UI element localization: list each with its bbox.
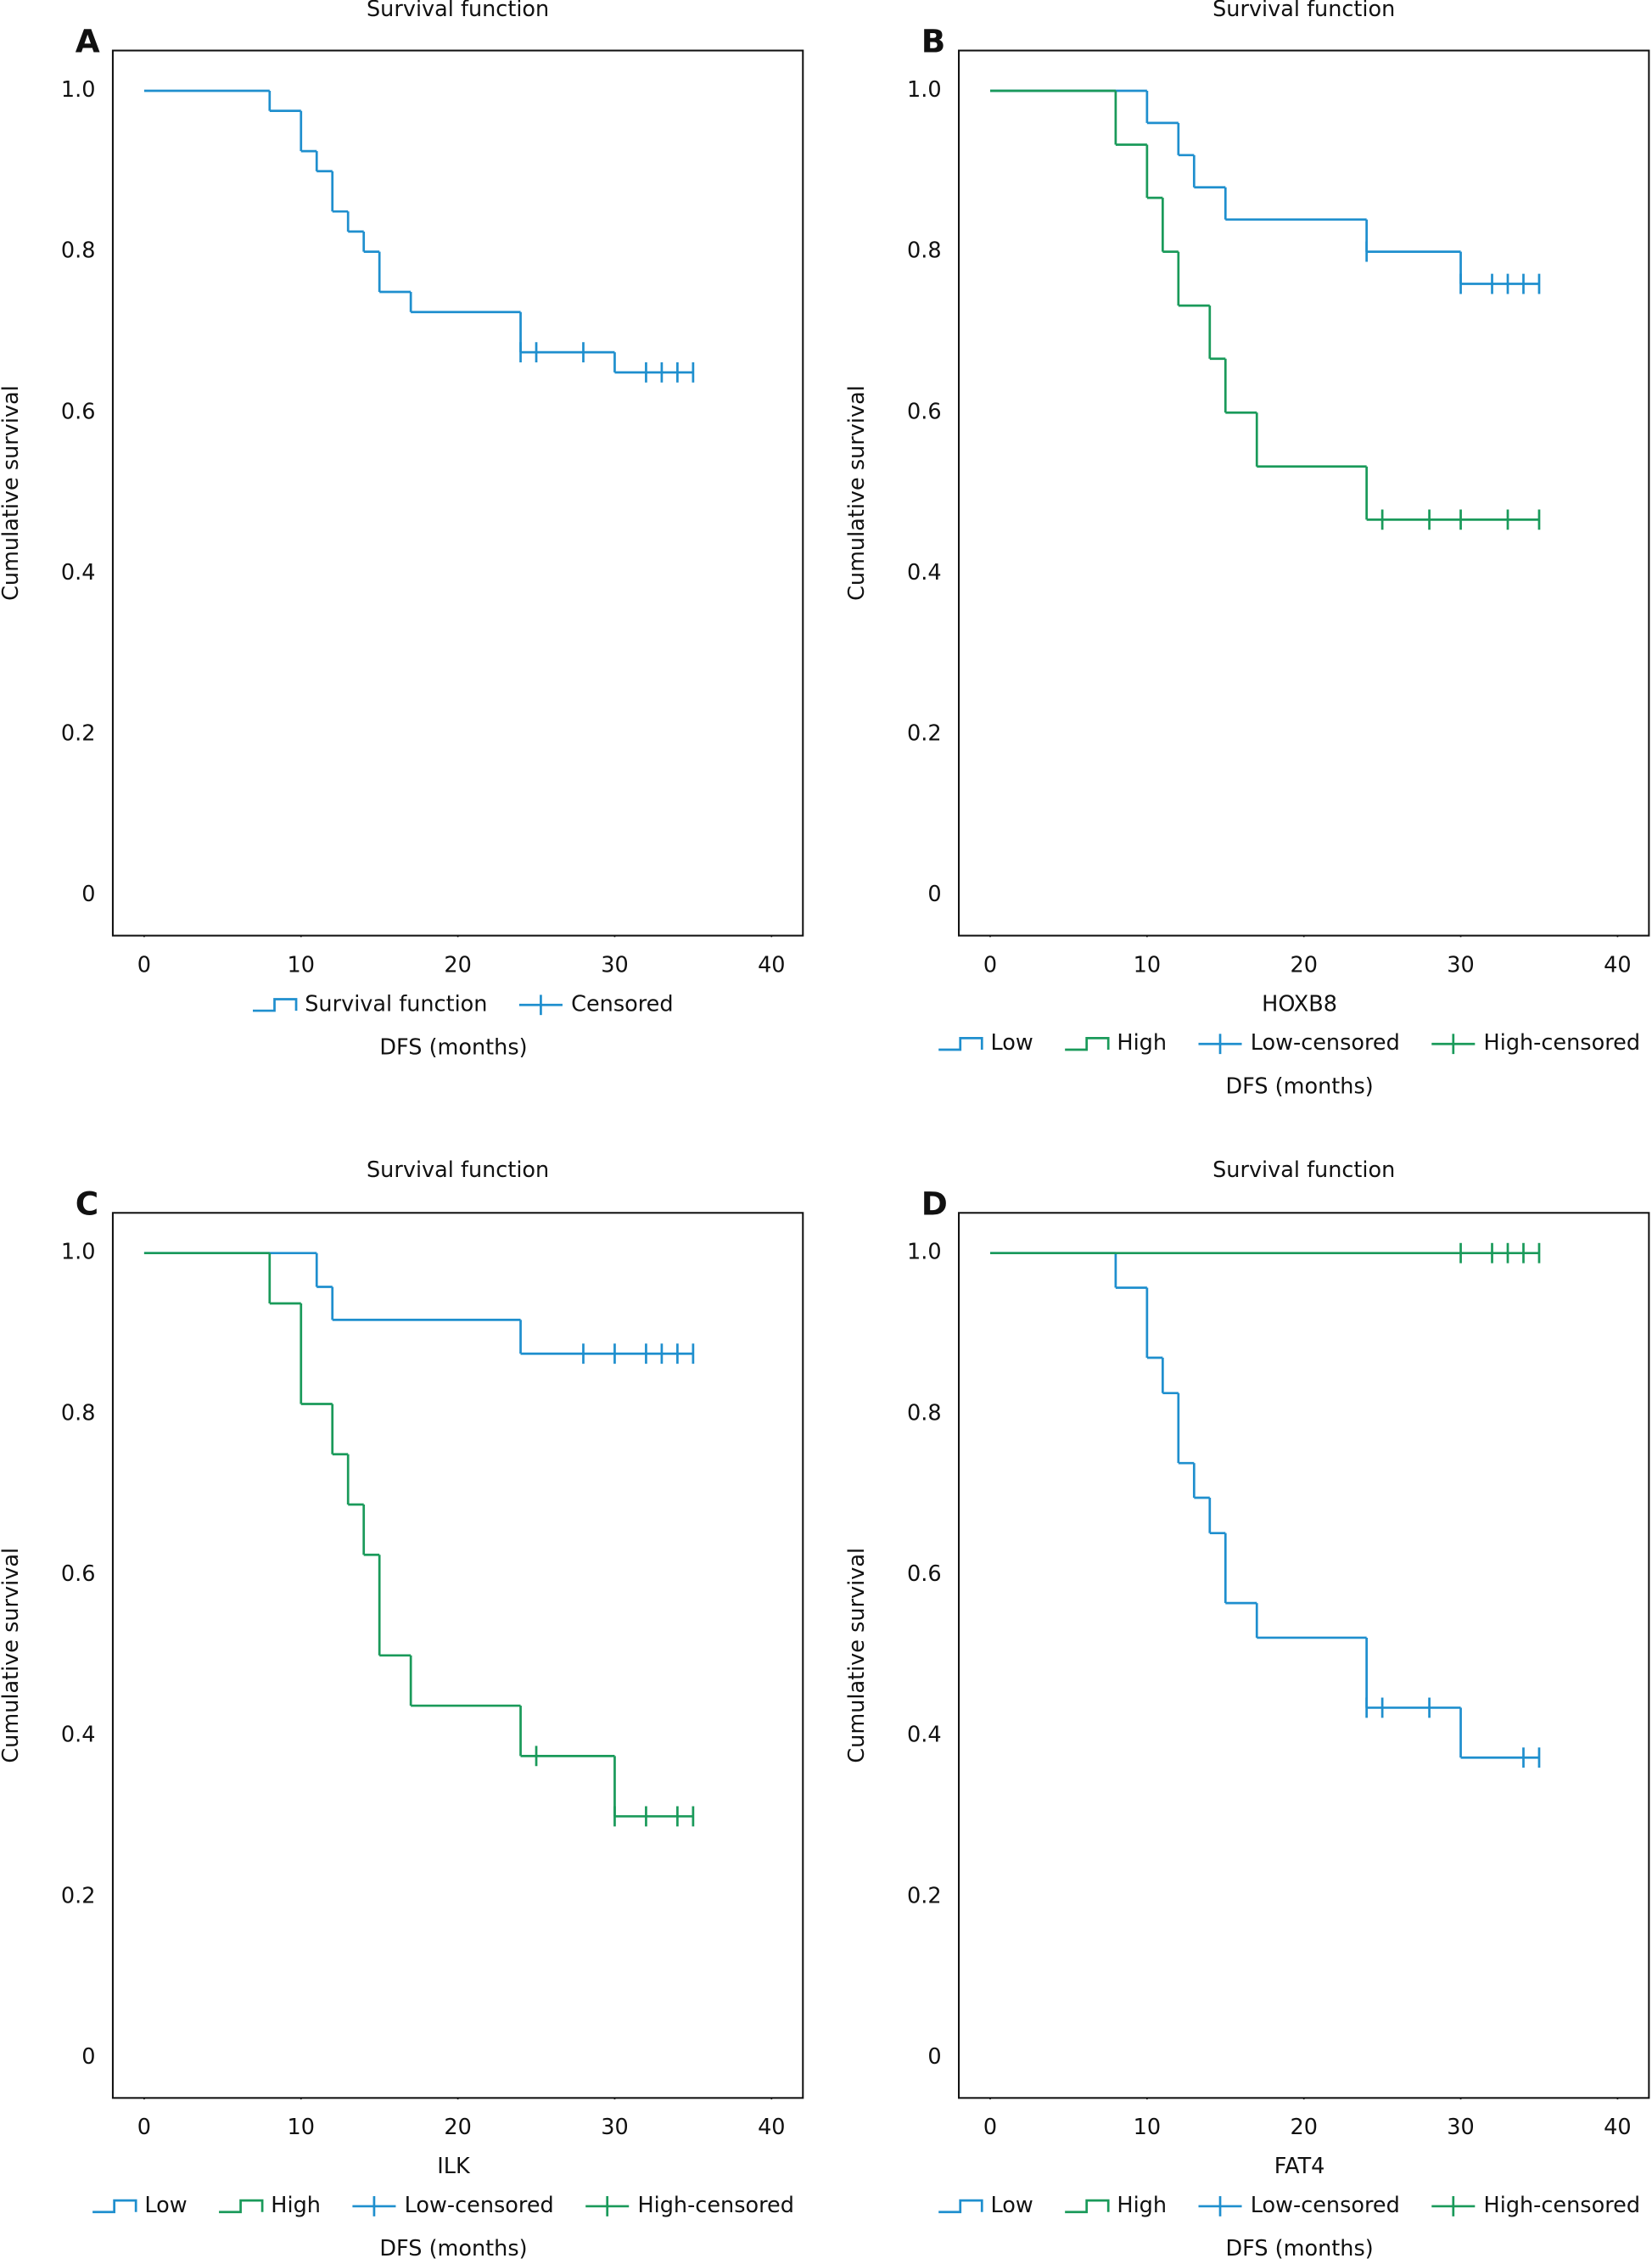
legend-label: High [1117, 2193, 1167, 2218]
x-tick-label: 40 [1604, 2115, 1631, 2140]
panel: Survival function D Cumulative survival 0 0.… [844, 1157, 1650, 2261]
x-tick-label: 0 [137, 2115, 151, 2140]
x-tick-label: 20 [444, 2115, 471, 2140]
panel: Survival function C Cumulative survival 0 0.… [0, 1157, 804, 2261]
x-tick-label: 40 [1604, 952, 1631, 978]
legend-label: Low [990, 1030, 1033, 1056]
x-tick-label: 10 [1134, 952, 1161, 978]
legend-step-icon [1065, 1037, 1110, 1051]
panel: Survival function B Cumulative survival 0 0.… [844, 0, 1650, 1099]
x-axis-title: DFS (months) [1226, 1073, 1374, 1099]
y-tick-label: 0.2 [907, 1883, 942, 1908]
y-tick-label: 0.4 [907, 1723, 942, 1748]
legend-label: Low-censored [1251, 1030, 1400, 1056]
legend-step-icon [92, 2199, 137, 2214]
y-tick-label: 0.2 [907, 721, 942, 747]
x-tick-label: 20 [1290, 2115, 1317, 2140]
y-axis-title: Cumulative survival [844, 385, 870, 601]
legend-title: ILK [437, 2154, 471, 2179]
chart-title: Survival function [367, 1157, 549, 1183]
x-tick-label: 10 [288, 952, 315, 978]
y-tick-label: 0.8 [61, 238, 96, 264]
legend-label: High-censored [1484, 2193, 1640, 2218]
x-tick-label: 10 [288, 2115, 315, 2140]
chart-title: Survival function [1212, 0, 1395, 22]
x-tick-label: 30 [601, 2115, 628, 2140]
y-axis-title: Cumulative survival [0, 1548, 24, 1763]
y-tick-label: 0 [927, 2044, 941, 2070]
x-axis-title: DFS (months) [1226, 2236, 1374, 2261]
legend-label: Survival function [305, 991, 487, 1017]
y-tick-label: 0.2 [61, 1883, 96, 1908]
y-tick-label: 0.4 [61, 560, 96, 586]
x-tick-label: 0 [983, 952, 997, 978]
panel: Survival function A Cumulative survival 0 0.… [0, 0, 804, 1060]
x-tick-label: 20 [1290, 952, 1317, 978]
y-tick-label: 0.4 [907, 560, 942, 586]
y-tick-label: 0.6 [61, 1561, 96, 1587]
x-tick-label: 30 [1447, 952, 1474, 978]
x-tick-label: 40 [758, 952, 785, 978]
legend-label: Low-censored [1251, 2193, 1400, 2218]
plot-frame [111, 49, 804, 937]
y-axis-title: Cumulative survival [844, 1548, 870, 1763]
y-tick-label: 0.6 [907, 399, 942, 424]
legend-label: Low [990, 2193, 1033, 2218]
legend-step-icon [938, 2199, 983, 2214]
x-axis-title: DFS (months) [379, 2236, 527, 2261]
y-tick-label: 1.0 [907, 1240, 942, 1265]
legend-label: High [1117, 1030, 1167, 1056]
x-tick-label: 30 [1447, 2115, 1474, 2140]
y-tick-label: 0.8 [907, 238, 942, 264]
chart-title: Survival function [367, 0, 549, 22]
legend-title: FAT4 [1274, 2154, 1325, 2179]
panel-letter: D [921, 1185, 948, 1222]
x-tick-label: 0 [983, 2115, 997, 2140]
y-tick-label: 0 [927, 882, 941, 907]
legend-step-icon [1065, 2199, 1110, 2214]
y-tick-label: 0.2 [61, 721, 96, 747]
legend-step-icon [938, 1037, 983, 1051]
y-tick-label: 1.0 [61, 1240, 96, 1265]
x-tick-label: 40 [758, 2115, 785, 2140]
x-tick-label: 0 [137, 952, 151, 978]
y-tick-label: 0.6 [61, 399, 96, 424]
panel-letter: A [76, 23, 100, 60]
x-axis-title: DFS (months) [379, 1034, 527, 1060]
legend-step-icon [252, 998, 298, 1012]
panel-letter: C [76, 1185, 98, 1222]
y-tick-label: 0 [81, 882, 95, 907]
legend-label: Low [144, 2193, 187, 2218]
y-tick-label: 0.8 [907, 1400, 942, 1426]
legend-title: HOXB8 [1262, 991, 1337, 1017]
y-axis-title: Cumulative survival [0, 385, 24, 601]
chart-title: Survival function [1212, 1157, 1395, 1183]
legend-label: High-censored [1484, 1030, 1640, 1056]
x-tick-label: 10 [1134, 2115, 1161, 2140]
panel-letter: B [921, 23, 946, 60]
plot-frame [958, 49, 1650, 937]
y-tick-label: 0.8 [61, 1400, 96, 1426]
y-tick-label: 0.6 [907, 1561, 942, 1587]
plot-frame [111, 1212, 804, 2099]
legend-label: Censored [571, 991, 673, 1017]
x-tick-label: 20 [444, 952, 471, 978]
legend-label: Low-censored [405, 2193, 554, 2218]
y-tick-label: 1.0 [907, 77, 942, 103]
legend-step-icon [219, 2199, 264, 2214]
x-tick-label: 30 [601, 952, 628, 978]
y-tick-label: 1.0 [61, 77, 96, 103]
y-tick-label: 0.4 [61, 1723, 96, 1748]
legend-label: High-censored [637, 2193, 793, 2218]
y-tick-label: 0 [81, 2044, 95, 2070]
legend-label: High [271, 2193, 321, 2218]
plot-frame [958, 1212, 1650, 2099]
